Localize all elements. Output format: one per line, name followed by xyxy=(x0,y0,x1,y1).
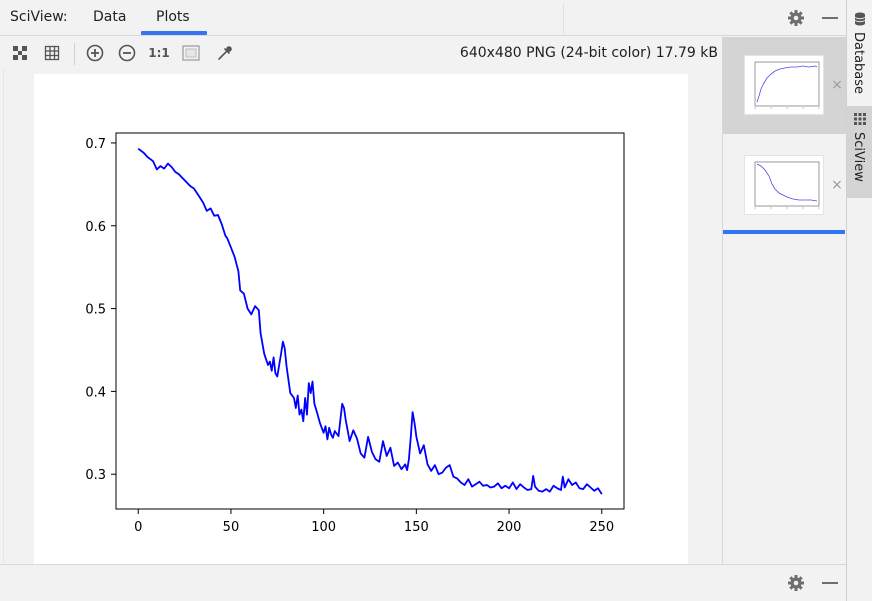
minimize-icon[interactable] xyxy=(822,582,838,584)
plot-thumbnail[interactable]: × xyxy=(723,137,847,234)
x-tick-label: 100 xyxy=(311,520,336,535)
x-tick-label: 0 xyxy=(134,520,142,535)
viewer-left-edge xyxy=(0,69,4,564)
y-tick-label: 0.5 xyxy=(85,303,106,318)
x-axis: 0 50 100 150 200 250 xyxy=(134,509,614,535)
y-tick-label: 0.6 xyxy=(85,220,106,235)
zoom-in-icon[interactable] xyxy=(85,43,105,63)
close-thumbnail-icon[interactable]: × xyxy=(831,77,843,93)
gear-icon[interactable] xyxy=(787,574,805,592)
y-tick-label: 0.7 xyxy=(85,137,106,152)
grid-icon[interactable] xyxy=(42,43,62,63)
thumbnail-image[interactable] xyxy=(744,55,824,115)
close-thumbnail-icon[interactable]: × xyxy=(831,177,843,193)
thumbnail-image[interactable] xyxy=(744,155,824,215)
y-axis: 0.3 0.4 0.5 0.6 0.7 xyxy=(85,137,116,483)
y-tick-label: 0.4 xyxy=(85,385,106,400)
minimize-icon[interactable] xyxy=(822,17,838,19)
image-info: 640x480 PNG (24-bit color) 17.79 kB xyxy=(459,45,718,61)
color-picker-icon[interactable] xyxy=(215,43,235,63)
toolbar-divider xyxy=(74,43,75,65)
x-tick-label: 50 xyxy=(223,520,240,535)
side-tab-label: SciView xyxy=(851,132,866,182)
database-icon xyxy=(853,12,867,26)
x-tick-label: 250 xyxy=(589,520,614,535)
sciview-icon xyxy=(853,112,867,126)
line-chart: 0 50 100 150 200 250 0.3 0.4 0.5 0.6 0.7 xyxy=(85,132,625,535)
side-tab-database[interactable]: Database xyxy=(847,6,872,106)
zoom-out-icon[interactable] xyxy=(117,43,137,63)
tab-data[interactable]: Data xyxy=(93,9,127,25)
side-tab-label: Database xyxy=(851,32,866,95)
thumbnail-selection-indicator xyxy=(723,230,845,234)
toolbar: 1:1 640x480 PNG (24-bit color) 17.79 kB xyxy=(0,37,722,69)
x-tick-label: 200 xyxy=(497,520,522,535)
thumbnail-panel: × × xyxy=(722,37,847,564)
tab-plots-active-indicator xyxy=(141,31,207,35)
y-tick-label: 0.3 xyxy=(85,468,106,483)
plot-thumbnail[interactable]: × xyxy=(723,37,847,134)
series-line xyxy=(137,147,603,495)
gear-icon[interactable] xyxy=(787,9,805,27)
plot-viewer: 0 50 100 150 200 250 0.3 0.4 0.5 0.6 0.7 xyxy=(0,69,722,564)
bottom-tool-bar xyxy=(0,564,846,601)
fit-to-window-icon[interactable] xyxy=(10,43,30,63)
axes-frame xyxy=(115,132,625,510)
right-tool-strip: Database SciView xyxy=(846,0,872,601)
header-divider xyxy=(563,4,564,34)
x-tick-label: 150 xyxy=(404,520,429,535)
side-tab-sciview[interactable]: SciView xyxy=(847,106,872,198)
background-icon[interactable] xyxy=(181,43,201,63)
tool-window-title: SciView: xyxy=(10,9,68,25)
tab-plots[interactable]: Plots xyxy=(156,9,190,25)
plot-image: 0 50 100 150 200 250 0.3 0.4 0.5 0.6 0.7 xyxy=(34,74,688,564)
actual-size-icon[interactable]: 1:1 xyxy=(148,46,170,60)
tool-window-header: SciView: Data Plots xyxy=(0,0,846,36)
